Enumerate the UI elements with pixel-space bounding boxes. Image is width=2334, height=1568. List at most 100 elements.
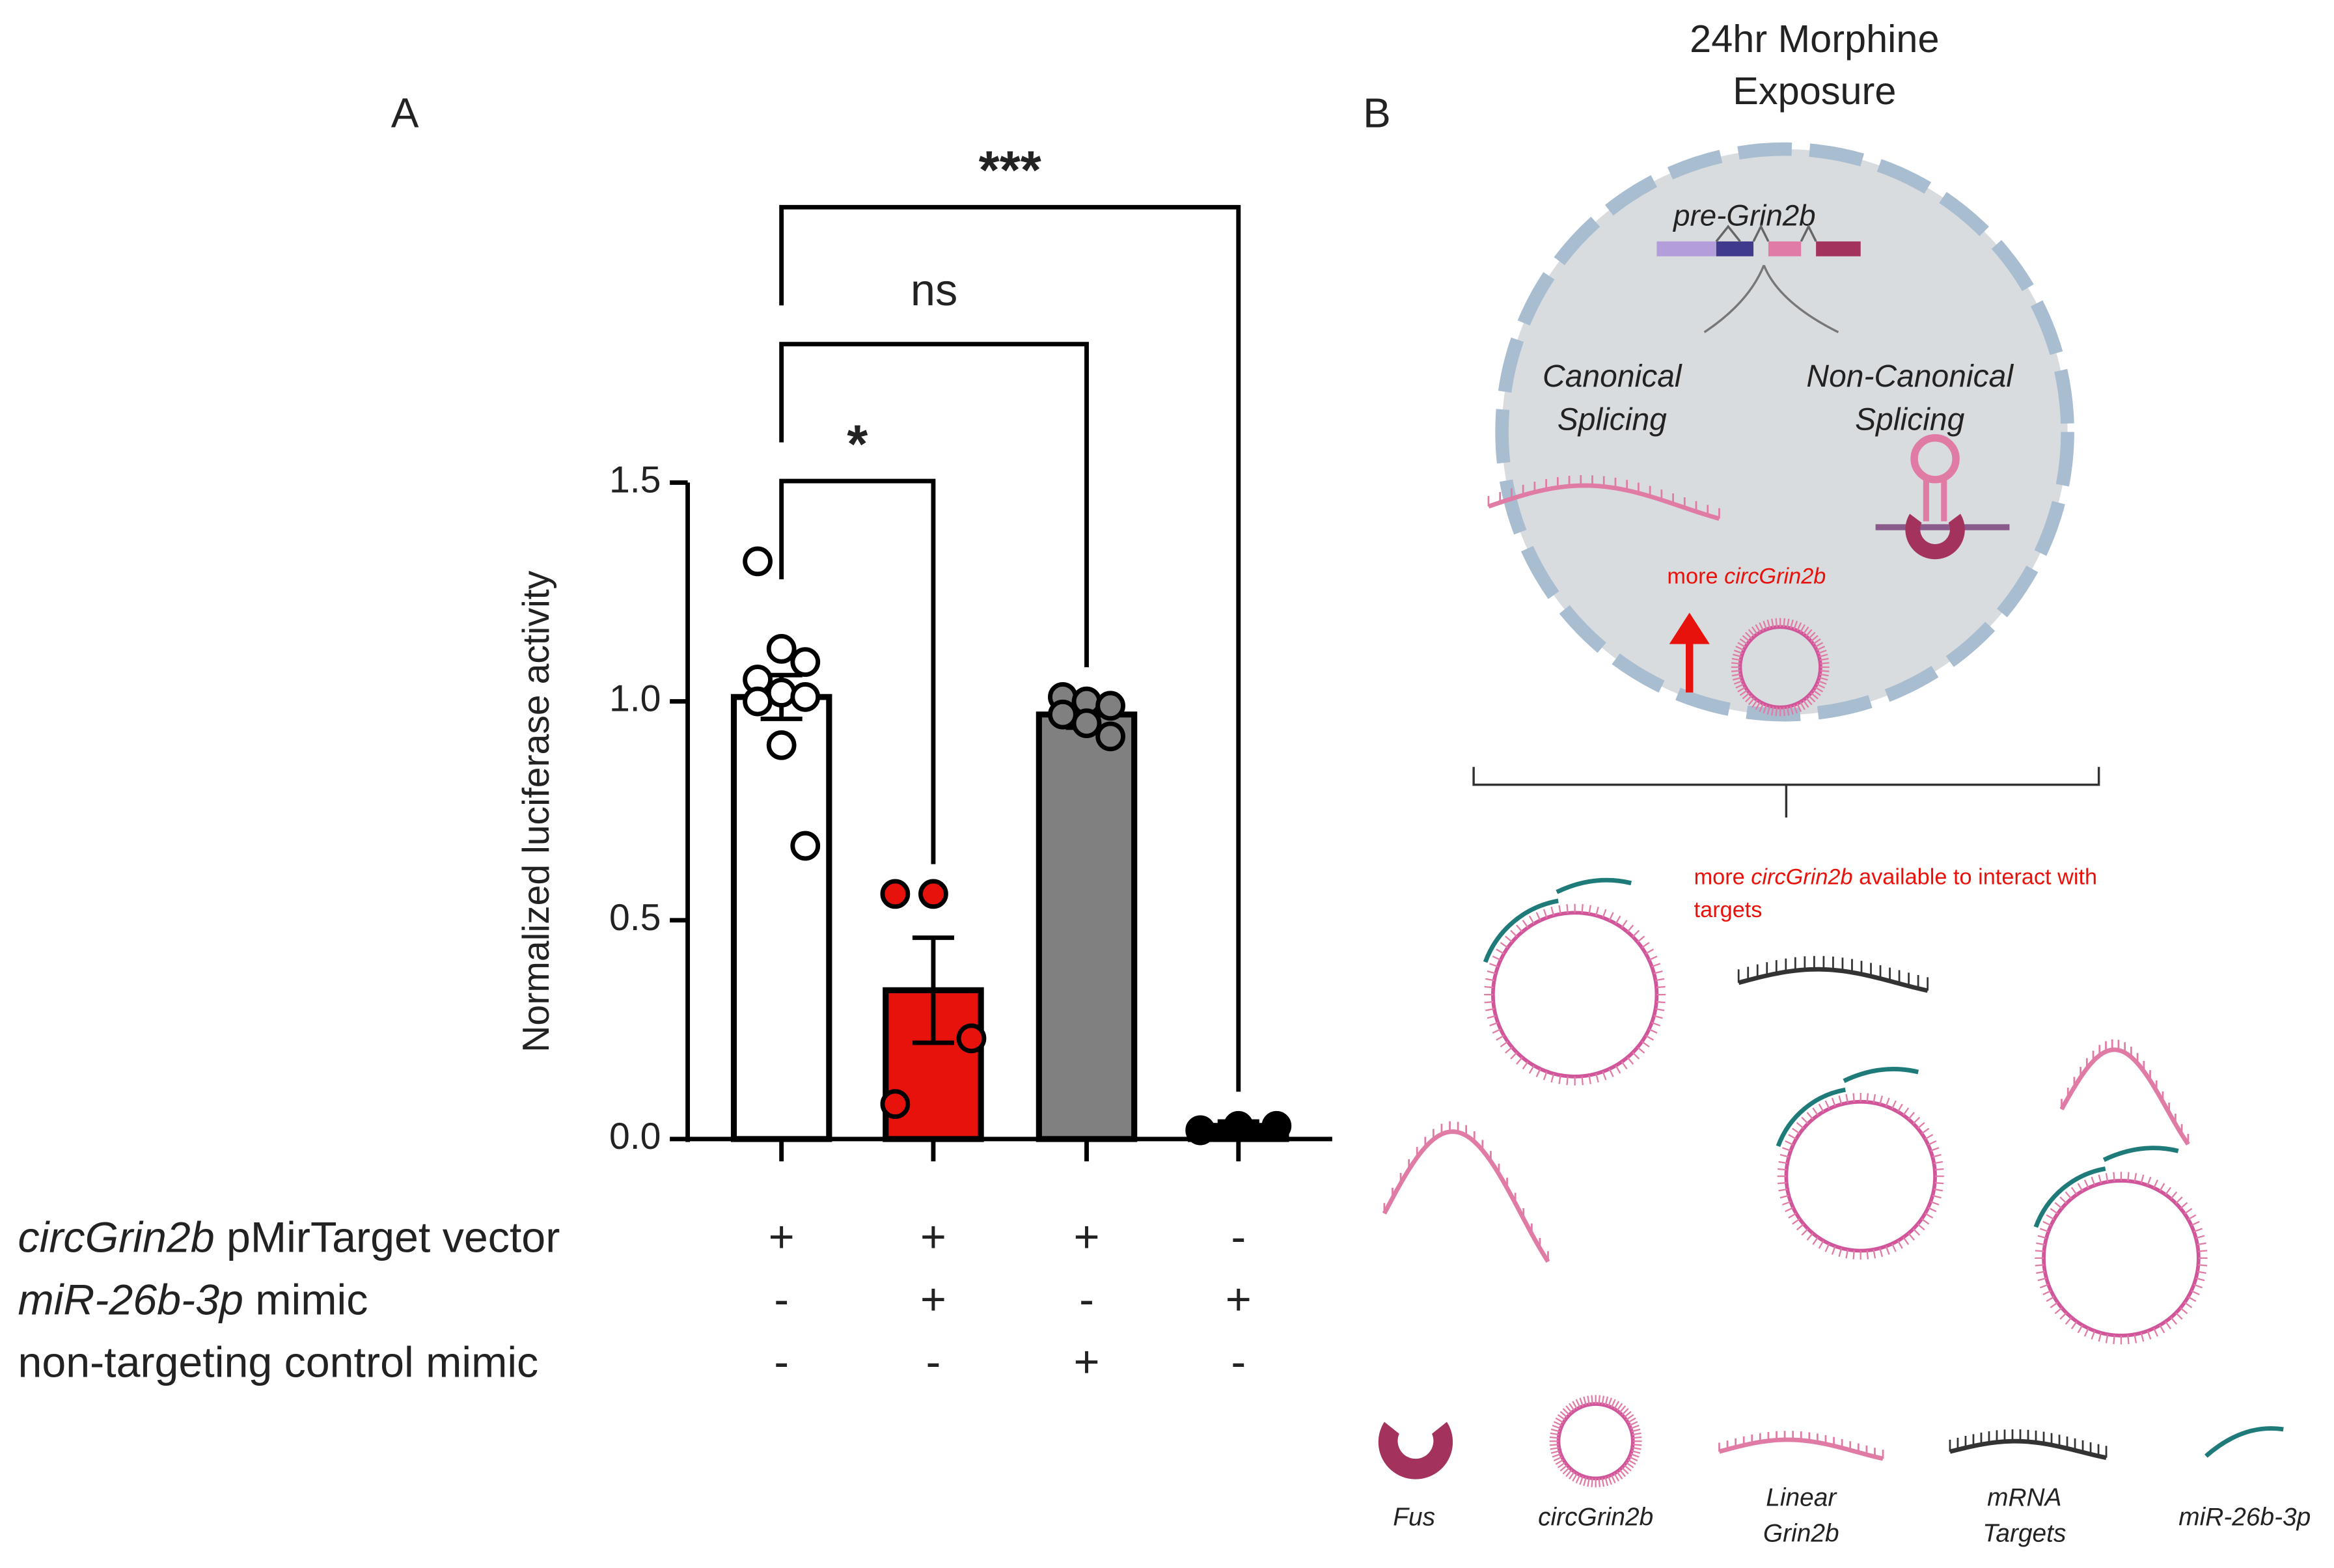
ring-ticks (2035, 1172, 2208, 1345)
data-point (766, 730, 797, 760)
significance-bracket (779, 204, 1241, 1092)
significance-label: * (847, 415, 868, 475)
ring-ticks (1731, 618, 1830, 717)
fus-icon (1378, 1422, 1453, 1479)
text: circGrin2b (1751, 865, 1852, 890)
data-point (790, 647, 821, 677)
strand (1718, 1437, 1884, 1461)
data-point (766, 634, 797, 664)
condition-sign: - (1231, 1337, 1246, 1387)
mirna-icon (2204, 1426, 2284, 1458)
data-point (790, 681, 821, 712)
data-point (743, 686, 773, 717)
data-point (1185, 1115, 1216, 1146)
circ-rna (1776, 1067, 1944, 1260)
condition-sign: + (769, 1212, 795, 1262)
condition-sign: - (774, 1337, 789, 1387)
data-point (1095, 721, 1125, 752)
circ-rna (1483, 877, 1666, 1086)
strand-ticks (1949, 1429, 2107, 1458)
data-point (1071, 708, 1102, 739)
bar (1036, 711, 1138, 1142)
circ-rna (2033, 1146, 2208, 1345)
fus-complex (1875, 434, 2010, 560)
data-point (880, 1089, 911, 1120)
mirna-arc (2102, 1146, 2179, 1162)
text: more (1667, 564, 1724, 589)
pre-label: pre-Grin2b (1672, 199, 1816, 232)
strand (1949, 1438, 2107, 1460)
data-point (1223, 1110, 1254, 1141)
y-tick-label: 0.5 (609, 897, 661, 939)
text: available to interact with (1853, 865, 2098, 890)
significance-bracket (779, 478, 936, 864)
ring-ticks (1549, 1395, 1642, 1488)
text: miR-26b-3p (18, 1276, 243, 1324)
condition-sign: + (1073, 1212, 1099, 1262)
text: more (1694, 865, 1751, 890)
significance-label: ns (911, 265, 957, 315)
linear-rna (1737, 956, 1929, 993)
y-tick-label: 0.0 (609, 1116, 661, 1157)
panel-label: A (391, 90, 419, 137)
condition-sign: - (926, 1337, 941, 1387)
error-bar (912, 935, 954, 1045)
data-point (1261, 1110, 1292, 1141)
legend-label: mRNA (1987, 1484, 2061, 1512)
strand (1382, 1129, 1550, 1263)
text: non-targeting control mimic (18, 1338, 538, 1386)
available-label: more circGrin2b available to interact wi… (1694, 865, 2098, 890)
ring-ticks (1484, 903, 1666, 1086)
data-point (1048, 699, 1078, 730)
non-canonical-label: Splicing (1855, 402, 1964, 437)
text: circGrin2b (18, 1213, 214, 1261)
non-canonical-label: Non-Canonical (1806, 359, 2014, 394)
legend-label: Linear (1766, 1484, 1837, 1512)
significance-label: *** (979, 141, 1041, 200)
legend-label: Grin2b (1763, 1520, 1839, 1548)
diagram-title: Exposure (1733, 69, 1896, 113)
strand-ticks (1737, 956, 1929, 991)
ring-ticks (1777, 1093, 1944, 1260)
data-point (880, 879, 911, 909)
y-tick-label: 1.0 (609, 678, 661, 720)
legend-label: circGrin2b (1538, 1503, 1653, 1531)
bar (730, 694, 832, 1142)
data-point (918, 879, 948, 909)
linear-rna (1718, 1431, 1884, 1461)
text: circGrin2b (1724, 564, 1826, 589)
more-label: more circGrin2b (1667, 564, 1826, 589)
strand-ticks (1383, 1121, 1549, 1262)
data-point (766, 678, 797, 708)
strand (2059, 1047, 2190, 1146)
condition-sign: + (920, 1274, 946, 1325)
available-label: targets (1694, 898, 1763, 922)
strand-ticks (2061, 1039, 2190, 1144)
y-axis-label: Normalized luciferase activity (515, 570, 557, 1052)
strand-ticks (1718, 1431, 1884, 1459)
canonical-label: Canonical (1543, 359, 1682, 394)
bracket (1472, 767, 2100, 818)
mirna (1776, 1087, 1846, 1148)
condition-label: non-targeting control mimic (18, 1338, 538, 1386)
exons (1656, 224, 1861, 333)
ring (1490, 911, 1659, 1079)
circ-rna (1549, 1395, 1642, 1488)
up-arrow (1669, 612, 1710, 693)
legend-label: Targets (1983, 1520, 2066, 1548)
diagram-title: 24hr Morphine (1690, 17, 1939, 61)
condition-label: miR-26b-3p mimic (18, 1276, 368, 1324)
mirna (2033, 1166, 2106, 1228)
ring (1784, 1099, 1937, 1253)
ring (2042, 1179, 2201, 1338)
diagram: B 24hr Morphine Exposure pre-Grin2b Cano… (1363, 17, 2311, 1547)
condition-sign: - (1079, 1274, 1094, 1325)
ring (1556, 1402, 1635, 1481)
condition-sign: + (1226, 1274, 1252, 1325)
data-point (956, 1023, 987, 1054)
linear-rna (1949, 1429, 2107, 1460)
data-point (743, 546, 773, 577)
condition-sign: - (774, 1274, 789, 1325)
